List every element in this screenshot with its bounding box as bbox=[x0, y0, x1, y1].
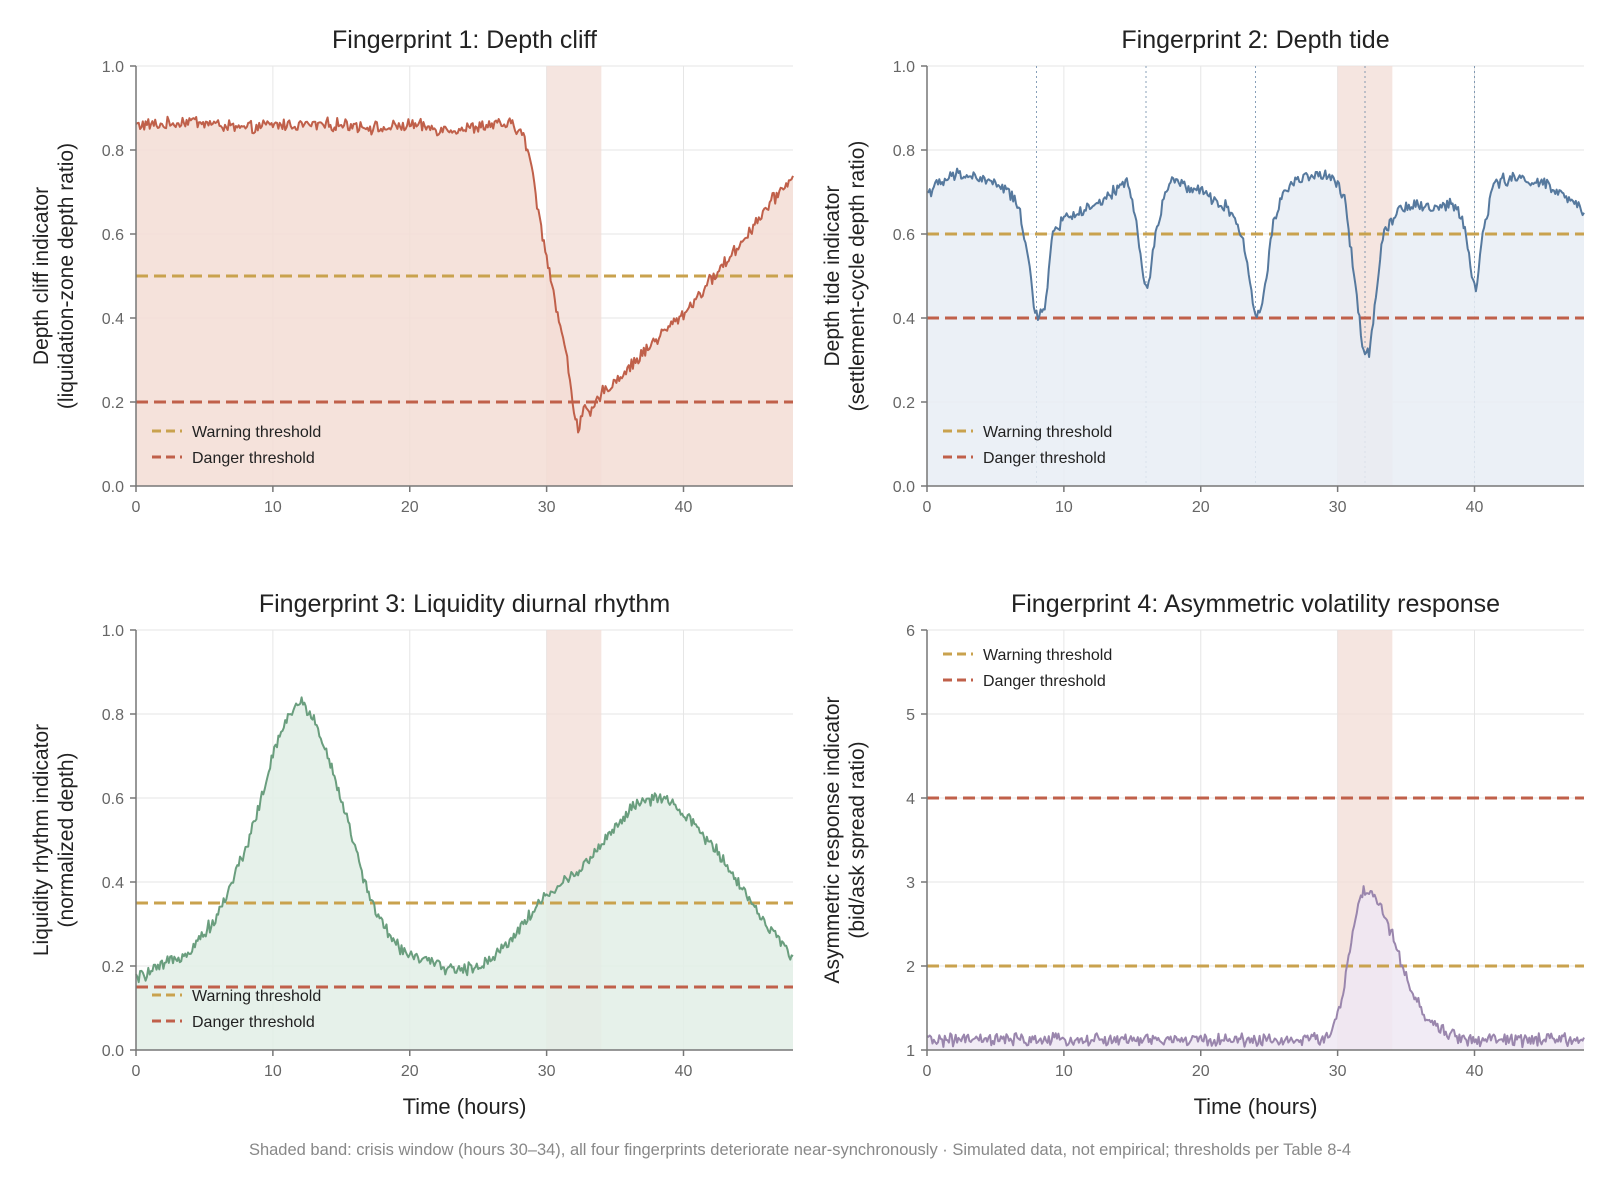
legend-warning-label: Warning threshold bbox=[983, 424, 1112, 441]
x-tick-label: 30 bbox=[1329, 499, 1347, 516]
y-tick-label: 0.6 bbox=[102, 227, 124, 244]
y-axis-label-line: (normalized depth) bbox=[55, 752, 78, 927]
panel-title: Fingerprint 4: Asymmetric volatility res… bbox=[1011, 590, 1500, 618]
series-line bbox=[926, 167, 1585, 358]
y-tick-label: 1.0 bbox=[102, 623, 124, 640]
y-axis-label-line: (settlement-cycle depth ratio) bbox=[846, 141, 869, 412]
legend-warning-label: Warning threshold bbox=[192, 988, 321, 1005]
y-axis-label: Depth tide indicator(settlement-cycle de… bbox=[821, 141, 869, 412]
y-axis-label-line: Asymmetric response indicator bbox=[821, 696, 844, 983]
y-axis-label-line: Liquidity rhythm indicator bbox=[30, 724, 53, 956]
legend-danger-label: Danger threshold bbox=[983, 673, 1106, 690]
series-area bbox=[927, 886, 1584, 1050]
y-tick-label: 0.0 bbox=[893, 479, 915, 496]
x-tick-label: 0 bbox=[132, 1063, 141, 1080]
panel-title: Fingerprint 1: Depth cliff bbox=[332, 26, 597, 54]
y-tick-label: 0.6 bbox=[102, 791, 124, 808]
y-tick-label: 3 bbox=[906, 875, 915, 892]
x-tick-label: 10 bbox=[1055, 499, 1073, 516]
series-area bbox=[136, 697, 793, 1050]
y-axis-label-line: (bid/ask spread ratio) bbox=[846, 741, 869, 938]
y-tick-label: 0.2 bbox=[102, 395, 124, 412]
series-line bbox=[926, 885, 1585, 1049]
y-tick-label: 0.2 bbox=[893, 395, 915, 412]
y-tick-label: 0.4 bbox=[102, 311, 124, 328]
x-tick-label: 20 bbox=[1192, 499, 1210, 516]
x-tick-label: 10 bbox=[1055, 1063, 1073, 1080]
panel-3: 0 10 20 30 40 0.0 0.2 0.4 0.6 0.8 1.0 Fingerprint 3… bbox=[30, 590, 794, 1119]
y-tick-label: 1.0 bbox=[102, 59, 124, 76]
x-tick-label: 30 bbox=[1329, 1063, 1347, 1080]
x-tick-label: 30 bbox=[538, 499, 556, 516]
y-axis-label-line: (liquidation-zone depth ratio) bbox=[55, 143, 78, 409]
x-tick-label: 40 bbox=[675, 499, 693, 516]
y-tick-label: 2 bbox=[906, 959, 915, 976]
legend-danger-label: Danger threshold bbox=[983, 450, 1106, 467]
y-tick-label: 6 bbox=[906, 623, 915, 640]
legend: Warning threshold Danger threshold bbox=[152, 988, 321, 1031]
panel-4: 0 10 20 30 40 1 2 3 4 5 6 Fingerprint 4: Asymmetric… bbox=[821, 590, 1585, 1119]
legend-danger-label: Danger threshold bbox=[192, 450, 315, 467]
y-tick-label: 0.4 bbox=[893, 311, 915, 328]
x-tick-label: 0 bbox=[923, 1063, 932, 1080]
x-tick-label: 0 bbox=[923, 499, 932, 516]
y-tick-label: 0.2 bbox=[102, 959, 124, 976]
x-tick-label: 0 bbox=[132, 499, 141, 516]
y-tick-label: 0.0 bbox=[102, 479, 124, 496]
panel-2: 0 10 20 30 40 0.0 0.2 0.4 0.6 0.8 1.0 Fingerprint 2… bbox=[821, 26, 1585, 516]
y-axis-label: Liquidity rhythm indicator(normalized de… bbox=[30, 724, 78, 956]
y-tick-label: 0.0 bbox=[102, 1043, 124, 1060]
y-tick-label: 0.8 bbox=[893, 143, 915, 160]
y-tick-label: 4 bbox=[906, 791, 915, 808]
legend-warning-label: Warning threshold bbox=[192, 424, 321, 441]
y-tick-label: 1.0 bbox=[893, 59, 915, 76]
y-tick-label: 0.6 bbox=[893, 227, 915, 244]
y-tick-label: 1 bbox=[906, 1043, 915, 1060]
series-line bbox=[135, 115, 794, 434]
x-tick-label: 20 bbox=[1192, 1063, 1210, 1080]
x-tick-label: 40 bbox=[1466, 1063, 1484, 1080]
panel-1: 0 10 20 30 40 0.0 0.2 0.4 0.6 0.8 1.0 Fingerprint 1… bbox=[30, 26, 794, 516]
y-axis-label: Asymmetric response indicator(bid/ask sp… bbox=[821, 696, 869, 983]
x-tick-label: 40 bbox=[675, 1063, 693, 1080]
y-tick-label: 0.8 bbox=[102, 707, 124, 724]
legend: Warning threshold Danger threshold bbox=[152, 424, 321, 467]
x-tick-label: 10 bbox=[264, 1063, 282, 1080]
legend: Warning threshold Danger threshold bbox=[943, 424, 1112, 467]
x-tick-label: 20 bbox=[401, 499, 419, 516]
legend: Warning threshold Danger threshold bbox=[943, 647, 1112, 690]
y-tick-label: 0.4 bbox=[102, 875, 124, 892]
legend-danger-label: Danger threshold bbox=[192, 1014, 315, 1031]
series-area bbox=[927, 168, 1584, 486]
x-tick-label: 20 bbox=[401, 1063, 419, 1080]
x-tick-label: 30 bbox=[538, 1063, 556, 1080]
x-tick-label: 10 bbox=[264, 499, 282, 516]
panel-title: Fingerprint 3: Liquidity diurnal rhythm bbox=[259, 590, 670, 618]
y-axis-label-line: Depth tide indicator bbox=[821, 186, 844, 367]
series-line bbox=[135, 696, 794, 984]
y-tick-label: 5 bbox=[906, 707, 915, 724]
y-axis-label-line: Depth cliff indicator bbox=[30, 187, 53, 365]
panel-title: Fingerprint 2: Depth tide bbox=[1121, 26, 1389, 54]
figure-caption: Shaded band: crisis window (hours 30–34)… bbox=[249, 1141, 1351, 1159]
y-axis-label: Depth cliff indicator(liquidation-zone d… bbox=[30, 143, 78, 409]
legend-warning-label: Warning threshold bbox=[983, 647, 1112, 664]
x-tick-label: 40 bbox=[1466, 499, 1484, 516]
x-axis-label: Time (hours) bbox=[403, 1094, 527, 1119]
series-area bbox=[136, 116, 793, 487]
x-axis-label: Time (hours) bbox=[1194, 1094, 1318, 1119]
y-tick-label: 0.8 bbox=[102, 143, 124, 160]
